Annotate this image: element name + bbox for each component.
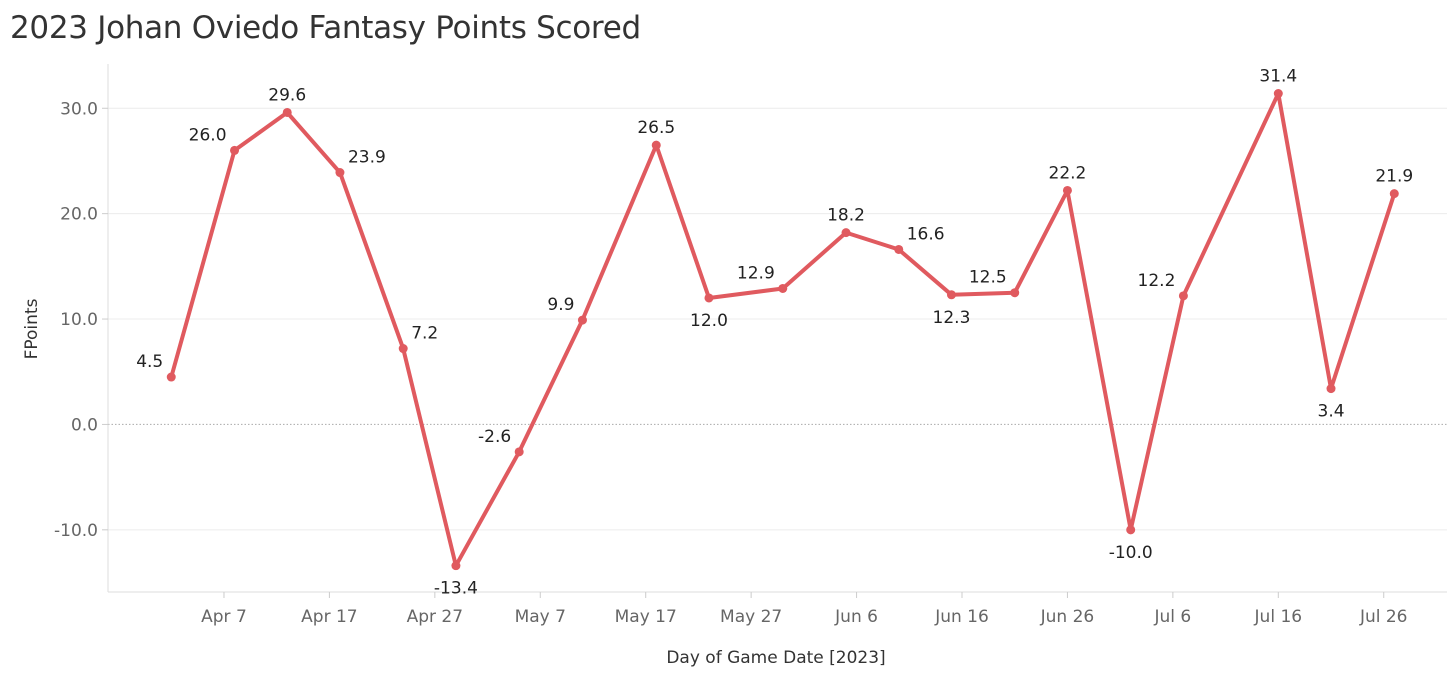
data-label: 26.0 — [189, 125, 227, 145]
data-point — [577, 315, 587, 325]
data-point — [398, 344, 408, 354]
data-label: 12.2 — [1138, 271, 1176, 291]
grid-lines — [108, 107, 1447, 531]
data-point — [1010, 288, 1020, 298]
data-label: 9.9 — [547, 295, 574, 315]
data-point — [1389, 189, 1399, 199]
data-label: 4.5 — [136, 352, 163, 372]
data-point — [1126, 525, 1136, 535]
data-point — [166, 372, 176, 382]
x-tick-label: May 7 — [515, 607, 566, 627]
data-point — [1326, 384, 1336, 394]
data-label: 7.2 — [411, 324, 438, 344]
data-point — [841, 228, 851, 238]
data-point — [1178, 291, 1188, 301]
data-label: 26.5 — [637, 118, 675, 138]
x-tick-label: Apr 7 — [201, 607, 247, 627]
x-tick-label: May 27 — [720, 607, 782, 627]
data-point — [282, 107, 292, 117]
axes: 30.0 20.0 10.0 0.0 -10.0 Apr 7 Apr 17 Apr 27 May… — [54, 64, 1447, 627]
data-point — [1062, 185, 1072, 195]
data-label: 12.5 — [969, 268, 1007, 288]
data-point — [335, 168, 345, 178]
data-label: -2.6 — [478, 427, 511, 447]
y-tick-label: 0.0 — [71, 415, 98, 435]
y-tick-label: 30.0 — [60, 99, 98, 119]
x-tick-label: Jun 26 — [1040, 607, 1095, 627]
x-axis-title: Day of Game Date [2023] — [666, 648, 885, 668]
data-label: 22.2 — [1049, 163, 1087, 183]
data-label: 12.9 — [737, 263, 775, 283]
data-label: 18.2 — [827, 206, 865, 226]
data-point — [894, 244, 904, 254]
data-label: 12.0 — [690, 311, 728, 331]
data-label: -13.4 — [434, 579, 478, 599]
data-label: 21.9 — [1375, 167, 1413, 187]
data-label: 3.4 — [1318, 402, 1345, 422]
data-point — [946, 290, 956, 300]
x-tick-label: Jun 6 — [834, 607, 878, 627]
data-point — [651, 140, 661, 150]
data-point — [230, 145, 240, 155]
x-tick-label: Jul 26 — [1359, 607, 1408, 627]
chart-title: 2023 Johan Oviedo Fantasy Points Scored — [10, 10, 641, 46]
y-tick-label: 10.0 — [60, 310, 98, 330]
data-point — [514, 447, 524, 457]
y-tick-label: -10.0 — [54, 521, 98, 541]
data-label: 29.6 — [268, 85, 306, 105]
x-tick-label: Jul 16 — [1254, 607, 1303, 627]
x-tick-label: Apr 27 — [407, 607, 463, 627]
data-label: -10.0 — [1109, 543, 1153, 563]
data-point — [778, 283, 788, 293]
data-label: 12.3 — [933, 308, 971, 328]
x-tick-label: May 17 — [615, 607, 677, 627]
x-tick-label: Jul 6 — [1154, 607, 1192, 627]
data-label: 16.6 — [907, 224, 945, 244]
x-tick-label: Apr 17 — [301, 607, 357, 627]
data-point — [451, 561, 461, 571]
data-label: 23.9 — [348, 148, 386, 168]
x-tick-label: Jun 16 — [934, 607, 989, 627]
y-tick-label: 20.0 — [60, 205, 98, 225]
data-labels: 4.5 26.0 29.6 23.9 7.2 -13.4 -2.6 9.9 26.5 12.0 12… — [136, 67, 1413, 599]
data-point — [1273, 89, 1283, 99]
data-label: 31.4 — [1259, 67, 1297, 87]
data-points — [166, 89, 1399, 571]
y-axis-title: FPoints — [22, 298, 42, 359]
data-point — [704, 293, 714, 303]
